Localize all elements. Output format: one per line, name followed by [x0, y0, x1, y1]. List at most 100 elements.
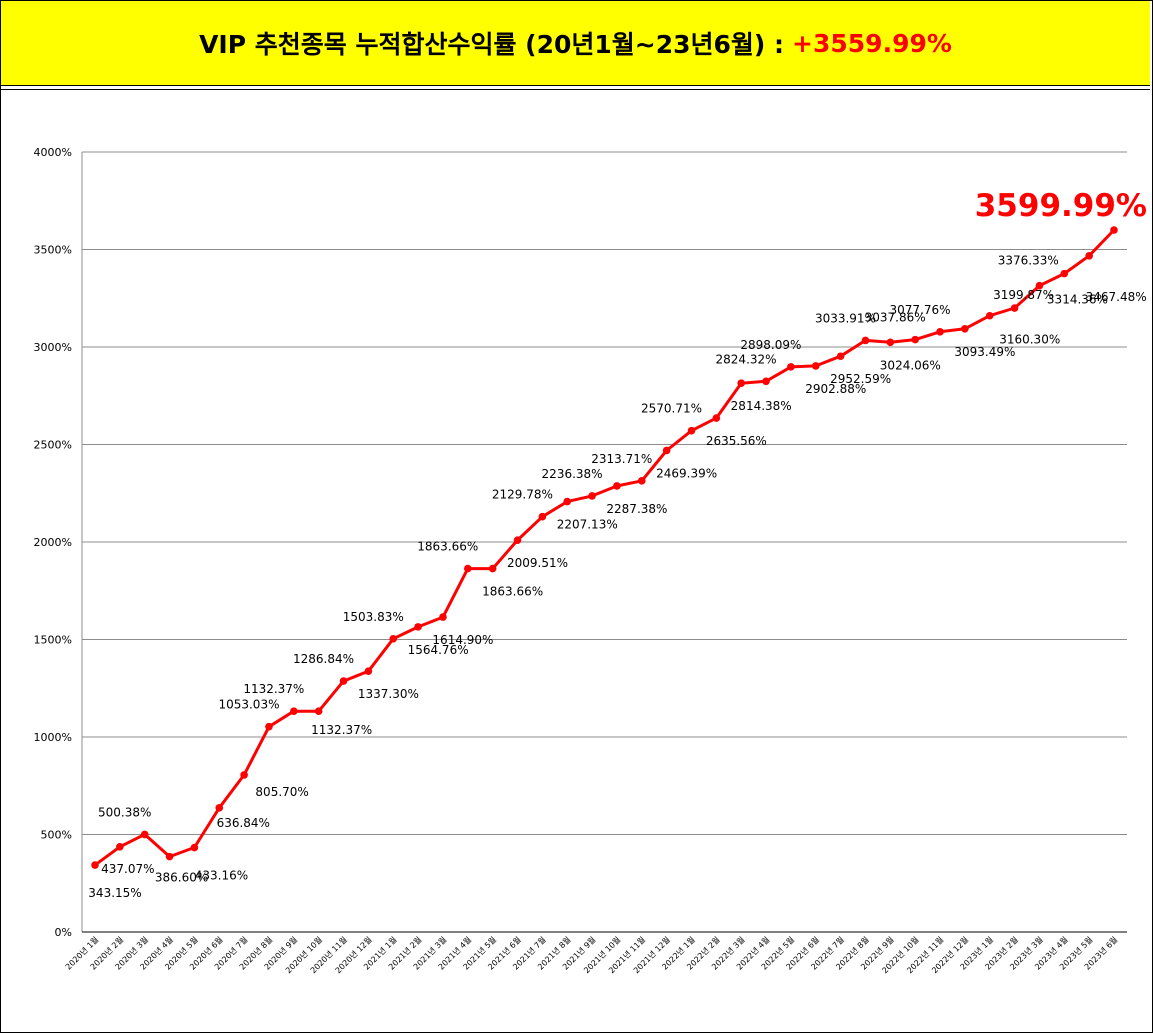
data-label: 1132.37%: [311, 723, 372, 737]
data-point: [762, 377, 770, 386]
data-point: [116, 842, 124, 851]
data-point: [861, 336, 870, 345]
data-point: [737, 379, 745, 387]
data-label: 2469.39%: [656, 466, 717, 480]
data-label: 2236.38%: [542, 467, 603, 481]
data-label: 1053.03%: [218, 698, 279, 712]
data-label: 3376.33%: [998, 254, 1059, 268]
data-point: [165, 852, 174, 861]
y-tick-label: 3000%: [34, 341, 72, 354]
data-point: [985, 311, 994, 320]
y-tick-label: 4000%: [34, 146, 72, 159]
data-point: [811, 362, 820, 370]
data-label: 3077.76%: [890, 303, 951, 317]
data-point: [1010, 304, 1019, 312]
data-label: 1564.76%: [408, 643, 469, 657]
data-point: [911, 335, 919, 344]
data-label: 2207.13%: [557, 518, 618, 532]
y-tick-label: 1000%: [34, 731, 72, 744]
data-label: 3467.48%: [1086, 290, 1147, 304]
data-label: 2287.38%: [606, 502, 667, 516]
data-label: 2129.78%: [492, 488, 553, 502]
data-label: 1503.83%: [343, 610, 404, 624]
data-point: [290, 707, 298, 715]
data-label: 636.84%: [217, 816, 270, 830]
data-label: 2009.51%: [507, 556, 568, 570]
data-point: [1060, 269, 1069, 278]
data-point: [637, 477, 646, 485]
data-label: 2814.38%: [731, 399, 792, 413]
data-label: 2952.59%: [830, 372, 891, 386]
data-point: [513, 536, 522, 544]
data-point: [712, 414, 721, 422]
data-point: [488, 564, 497, 573]
data-point: [190, 843, 199, 852]
banner-divider: [1, 89, 1150, 90]
data-point: [961, 324, 969, 333]
data-point: [364, 667, 373, 676]
data-label: 2570.71%: [641, 402, 702, 416]
data-label: 3160.30%: [999, 333, 1060, 347]
y-tick-label: 2500%: [34, 439, 72, 452]
data-point: [1085, 252, 1093, 260]
data-point: [464, 564, 472, 573]
y-tick-label: 2000%: [34, 536, 72, 549]
data-label: 386.60%: [155, 871, 208, 885]
data-label: 3199.87%: [993, 288, 1054, 302]
data-label: 1286.84%: [293, 652, 354, 666]
data-label: 3024.06%: [880, 358, 941, 372]
data-label: 3093.49%: [954, 345, 1015, 359]
data-point: [687, 426, 696, 435]
y-tick-label: 3500%: [34, 244, 72, 257]
data-point: [339, 677, 348, 685]
data-point: [588, 492, 596, 500]
y-tick-label: 0%: [55, 926, 72, 939]
final-value-label: 3599.99%: [975, 188, 1147, 224]
data-label: 1863.66%: [482, 585, 543, 599]
data-point: [563, 497, 572, 506]
total-return-highlight: +3559.99%: [792, 28, 952, 58]
data-label: 1614.90%: [432, 633, 493, 647]
data-point: [314, 707, 323, 715]
data-point: [662, 446, 671, 455]
data-point: [613, 482, 621, 490]
data-label: 2313.71%: [591, 452, 652, 466]
data-label: 3314.36%: [1047, 293, 1108, 307]
data-point: [414, 623, 422, 631]
data-label: 1337.30%: [358, 687, 419, 701]
data-label: 500.38%: [98, 805, 151, 819]
data-point: [265, 722, 273, 731]
data-label: 2898.09%: [740, 338, 801, 352]
series-line: [94, 228, 1116, 867]
data-label: 433.16%: [195, 869, 248, 883]
data-label: 3037.86%: [865, 311, 926, 325]
data-point: [140, 830, 149, 839]
y-tick-label: 1500%: [34, 634, 72, 647]
data-point: [936, 328, 944, 336]
title-banner: VIP 추천종목 누적합산수익률 (20년1월~23년6월) : +3559.9…: [1, 1, 1150, 86]
data-point: [215, 804, 224, 812]
data-label: 1132.37%: [243, 682, 304, 696]
data-point: [389, 634, 398, 643]
data-label: 3033.91%: [815, 311, 876, 325]
data-label: 2902.88%: [805, 382, 866, 396]
data-point: [1110, 226, 1118, 234]
data-label: 1863.66%: [417, 540, 478, 554]
data-label: 343.15%: [88, 886, 141, 900]
y-tick-label: 500%: [41, 829, 72, 842]
data-label: 2824.32%: [716, 352, 777, 366]
data-point: [836, 352, 845, 361]
data-point: [886, 338, 895, 347]
data-label: 805.70%: [255, 785, 308, 799]
data-point: [91, 861, 99, 869]
data-label: 437.07%: [101, 862, 154, 876]
chart-title: VIP 추천종목 누적합산수익률 (20년1월~23년6월) :: [199, 30, 785, 59]
data-point: [439, 613, 447, 621]
data-label: 2635.56%: [706, 434, 767, 448]
data-point: [787, 363, 795, 371]
data-point: [538, 512, 547, 521]
data-point: [1035, 281, 1044, 290]
data-point: [240, 771, 248, 779]
